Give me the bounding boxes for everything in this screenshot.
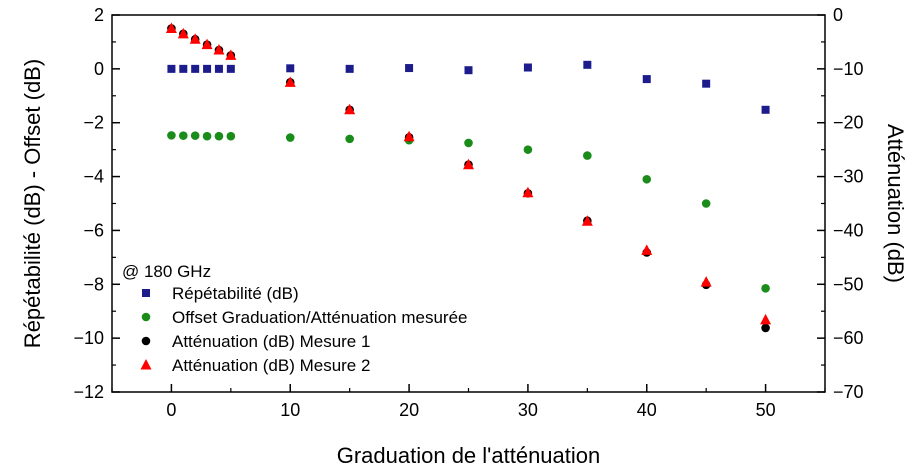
data-point [463,158,474,170]
data-point [203,64,212,73]
legend-marker [142,289,150,297]
data-point [285,133,295,142]
frequency-annotation: @ 180 GHz [122,262,211,281]
right-y-tick-label: −60 [833,328,864,348]
legend-label: Atténuation (dB) Mesure 2 [172,356,370,375]
series-2 [167,131,770,293]
left-y-tick-label: −6 [83,220,104,240]
data-point [165,22,177,33]
left-y-tick-label: −12 [73,382,104,402]
right-y-tick-label: −30 [833,167,864,187]
x-tick-label: 50 [756,400,776,420]
data-point [344,103,356,115]
x-axis-title: Graduation de l'atténuation [337,443,601,468]
data-point [345,134,354,144]
legend-label: Offset Graduation/Atténuation mesurée [172,308,467,327]
data-point [213,44,225,55]
left-y-axis-ticks: 2 0 −2 −4 −6 −8 −10 −12 [73,5,120,402]
data-markers [165,22,772,333]
data-point [179,131,188,140]
legend-label: Atténuation (dB) Mesure 1 [172,332,370,351]
right-y-tick-label: −50 [833,274,864,294]
data-point [761,105,770,114]
x-tick-label: 10 [280,400,300,420]
left-y-axis-title: Répétabilité (dB) - Offset (dB) [20,59,45,348]
data-point [167,64,176,73]
data-point [403,130,415,142]
data-point [284,76,296,87]
x-tick-label: 20 [399,400,419,420]
x-tick-label: 30 [518,400,538,420]
left-y-tick-label: 2 [94,5,104,25]
right-y-tick-label: −70 [833,382,864,402]
data-point [345,64,354,73]
data-point [286,64,295,73]
data-point [642,75,651,84]
x-axis-ticks: 0 10 20 30 40 50 [111,384,826,420]
right-y-tick-label: −40 [833,220,864,240]
data-point [642,174,652,184]
legend-marker [141,336,151,346]
data-point [523,145,533,154]
left-y-tick-label: −8 [83,274,104,294]
data-point [583,60,592,69]
data-point [700,276,712,287]
data-point [464,138,473,148]
data-point [189,33,201,44]
data-point [177,27,189,39]
data-point [225,49,237,60]
x-tick-label: 0 [166,400,176,420]
series-1 [167,60,770,114]
series-4 [165,22,772,325]
left-y-tick-label: −4 [83,167,104,187]
right-y-tick-label: −20 [833,113,864,133]
right-y-tick-label: 0 [833,5,843,25]
left-y-tick-label: −2 [83,113,104,133]
data-point [702,79,711,88]
legend-marker [140,359,152,370]
data-point [191,64,200,73]
data-point [701,199,711,208]
data-point [226,131,236,141]
data-point [226,64,235,73]
data-point [405,64,414,73]
data-point [583,151,592,160]
data-point [190,131,200,140]
legend-marker [141,312,151,322]
legend-label: Répétabilité (dB) [172,284,299,303]
data-point [202,131,212,141]
data-point [761,284,770,293]
data-point [761,323,770,333]
data-point [179,64,188,73]
right-y-axis-title: Atténuation (dB) [883,124,908,283]
data-point [581,215,593,226]
data-point [201,38,213,50]
right-y-axis-ticks: 0 −10 −20 −30 −40 −50 −60 −70 [817,5,864,402]
data-point [214,131,224,141]
left-y-tick-label: 0 [94,59,104,79]
data-point [523,63,532,72]
data-point [214,64,223,73]
left-y-tick-label: −10 [73,328,104,348]
x-tick-label: 40 [637,400,657,420]
right-y-tick-label: −10 [833,59,864,79]
data-point [522,186,534,198]
legend: @ 180 GHz Répétabilité (dB) Offset Gradua… [122,262,467,375]
data-point [641,244,653,255]
data-point [760,313,772,325]
data-point [464,66,473,75]
data-point [167,131,176,140]
